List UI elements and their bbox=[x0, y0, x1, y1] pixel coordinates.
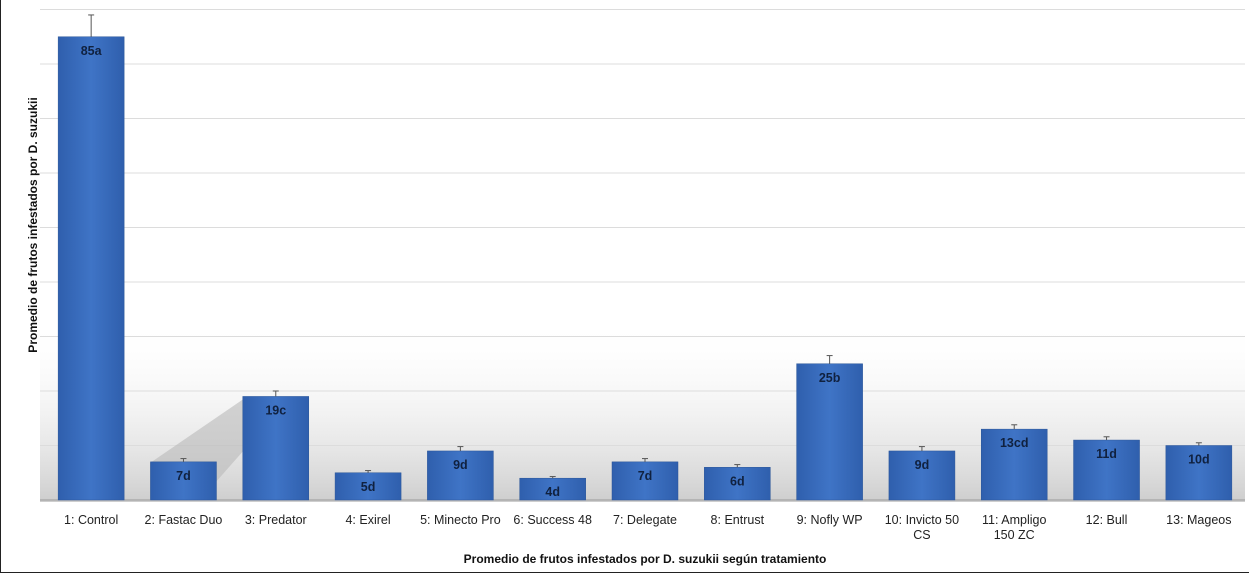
bar bbox=[1165, 445, 1233, 501]
bar bbox=[1073, 439, 1140, 501]
category-label: 2: Fastac Duo bbox=[145, 513, 223, 527]
category-label: 8: Entrust bbox=[711, 513, 765, 527]
bar bbox=[334, 472, 402, 501]
bar bbox=[242, 396, 310, 501]
category-label: 3: Predator bbox=[245, 513, 307, 527]
data-label: 9d bbox=[915, 458, 930, 472]
y-axis-title: Promedio de frutos infestados por D. suz… bbox=[26, 97, 40, 352]
category-label: 11: Ampligo 150 ZC bbox=[982, 513, 1046, 542]
bar-group: 19c bbox=[242, 390, 310, 501]
data-label: 19c bbox=[265, 403, 286, 417]
bar-group: 6d bbox=[704, 464, 771, 501]
data-label: 25b bbox=[819, 371, 841, 385]
data-label: 7d bbox=[176, 469, 191, 483]
bar bbox=[796, 363, 863, 501]
bar-group: 85a bbox=[57, 14, 125, 501]
bar-group: 7d bbox=[611, 458, 679, 501]
category-label: 12: Bull bbox=[1086, 513, 1128, 527]
category-label: 9: Nofly WP bbox=[797, 513, 863, 527]
data-label: 4d bbox=[545, 485, 560, 499]
bar-group: 7d bbox=[150, 458, 217, 501]
category-label: 1: Control bbox=[64, 513, 118, 527]
bar-group: 10d bbox=[1165, 442, 1233, 501]
data-label: 13cd bbox=[1000, 436, 1029, 450]
bar-group: 5d bbox=[334, 470, 402, 501]
category-label: 4: Exirel bbox=[345, 513, 390, 527]
bar bbox=[611, 461, 679, 501]
category-label: 13: Mageos bbox=[1166, 513, 1231, 527]
bar bbox=[888, 450, 956, 501]
bar-group: 4d bbox=[519, 476, 586, 501]
data-label: 6d bbox=[730, 474, 745, 488]
data-label: 7d bbox=[638, 469, 653, 483]
bar-group: 9d bbox=[888, 446, 956, 501]
bar-group: 25b bbox=[796, 355, 863, 501]
bar bbox=[150, 461, 217, 501]
bar bbox=[57, 36, 125, 501]
category-label: 6: Success 48 bbox=[513, 513, 592, 527]
bar-group: 9d bbox=[427, 446, 494, 501]
data-label: 10d bbox=[1188, 453, 1210, 467]
x-axis-title: Promedio de frutos infestados por D. suz… bbox=[464, 552, 827, 566]
category-labels: 1: Control 2: Fastac Duo 3: Predator 4: Exi… bbox=[64, 513, 1231, 542]
data-label: 85a bbox=[81, 44, 103, 58]
bars: 85a 7d 19c 5d 9d 4d 7d 6d 25b 9d 13cd 11d 10d bbox=[57, 14, 1233, 501]
bar bbox=[980, 428, 1048, 501]
data-label: 9d bbox=[453, 458, 468, 472]
data-label: 5d bbox=[361, 480, 376, 494]
data-label: 11d bbox=[1096, 447, 1117, 461]
category-label: 5: Minecto Pro bbox=[420, 513, 501, 527]
bar-group: 11d bbox=[1073, 436, 1140, 501]
category-label: 7: Delegate bbox=[613, 513, 677, 527]
category-label: 10: Invicto 50 CS bbox=[885, 513, 959, 542]
bar bbox=[704, 467, 771, 501]
bar-group: 13cd bbox=[980, 424, 1048, 501]
